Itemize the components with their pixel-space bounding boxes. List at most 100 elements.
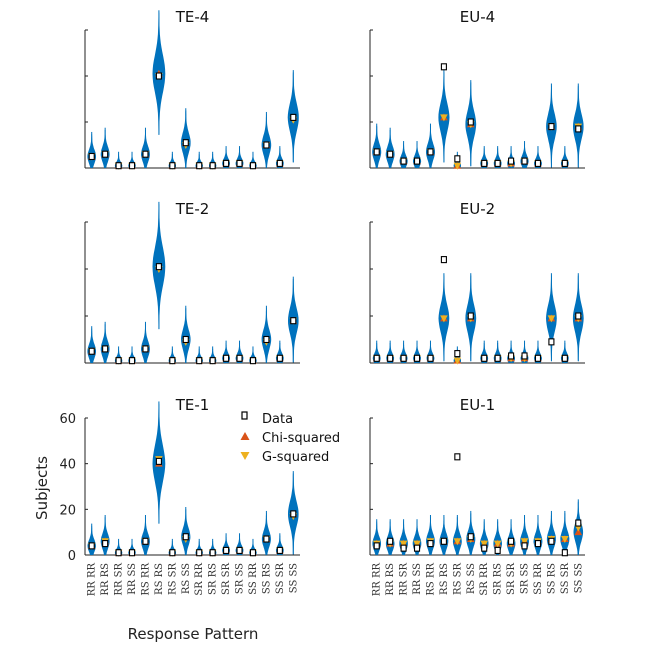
x-tick-label: RS RR	[141, 563, 152, 596]
data-marker	[454, 155, 461, 163]
data-marker	[290, 113, 297, 121]
data-marker	[561, 159, 568, 167]
data-marker	[128, 549, 136, 557]
panel-eu-1: EU-1 RR RR RR RS RR SR RR SS RS RR RS RS RS SR R…	[369, 396, 585, 596]
data-marker	[454, 350, 461, 358]
data-marker	[413, 354, 421, 362]
data-marker	[209, 162, 216, 170]
x-tick-label: SS SS	[288, 563, 299, 593]
data-marker	[209, 357, 216, 365]
x-tick-label: SR SS	[235, 563, 246, 594]
data-marker	[508, 352, 515, 360]
x-tick-label: SR RS	[493, 563, 504, 595]
data-marker	[508, 537, 515, 545]
data-marker	[276, 159, 283, 167]
panel-te-2: TE-2	[84, 200, 300, 365]
data-marker	[115, 549, 122, 557]
data-marker	[196, 162, 203, 170]
g-squared-marker	[399, 540, 408, 548]
data-marker	[236, 159, 243, 167]
data-marker	[400, 354, 407, 362]
x-tick-label: SS SR	[275, 563, 286, 595]
data-marker	[290, 510, 297, 518]
legend-chi-squared-marker	[240, 432, 250, 440]
g-squared-marker	[520, 538, 529, 546]
data-marker	[413, 157, 421, 165]
legend-g-squared-label: G-squared	[262, 450, 329, 465]
data-marker	[88, 152, 95, 161]
x-tick-label: SS SS	[573, 563, 584, 593]
data-marker	[534, 159, 542, 167]
data-marker	[236, 354, 243, 362]
data-marker	[223, 546, 230, 554]
data-marker	[494, 159, 501, 167]
x-tick-label: RS SS	[181, 563, 192, 594]
data-marker	[276, 546, 283, 554]
x-tick-label: SS RS	[261, 563, 272, 594]
data-marker	[508, 157, 515, 165]
data-marker	[494, 546, 501, 554]
data-marker	[481, 159, 488, 167]
g-squared-marker	[453, 538, 462, 546]
x-tick-label: RS SR	[167, 563, 178, 595]
data-marker	[387, 354, 394, 362]
legend-entry-data: Data	[241, 411, 293, 427]
chi-squared-marker	[574, 528, 583, 536]
panel-title-te-2: TE-2	[175, 200, 210, 218]
data-marker	[561, 354, 568, 362]
data-marker	[128, 162, 136, 170]
x-tick-label: RS RS	[154, 563, 165, 595]
g-squared-marker	[480, 540, 489, 548]
data-marker	[249, 549, 257, 557]
data-marker	[413, 544, 421, 552]
data-marker	[427, 540, 434, 548]
data-marker	[373, 542, 380, 550]
data-marker	[223, 354, 230, 362]
g-squared-marker	[440, 315, 448, 323]
panel-title-eu-2: EU-2	[460, 200, 495, 218]
data-marker	[102, 150, 109, 158]
legend-data-marker	[241, 411, 248, 420]
data-marker	[196, 357, 203, 365]
data-marker	[521, 542, 528, 550]
x-tick-label: RS SS	[466, 563, 477, 594]
g-squared-marker	[493, 540, 502, 548]
data-marker	[155, 72, 162, 80]
data-marker	[209, 549, 216, 557]
x-tick-label: RR RS	[385, 563, 396, 596]
panel-title-eu-4: EU-4	[460, 8, 495, 26]
x-tick-label: RR SR	[114, 563, 125, 596]
x-tick-label: SS RR	[533, 563, 544, 595]
g-squared-marker	[561, 536, 569, 544]
data-marker	[182, 139, 189, 147]
data-marker	[223, 159, 230, 167]
panel-title-te-1: TE-1	[175, 396, 210, 414]
data-marker	[102, 345, 109, 353]
data-marker	[534, 540, 542, 548]
data-marker	[440, 537, 447, 545]
data-marker	[142, 150, 149, 158]
data-marker	[155, 263, 162, 271]
data-marker	[521, 352, 528, 360]
x-tick-label: RR SS	[412, 563, 423, 595]
data-marker	[373, 354, 380, 362]
legend: Data Chi-squared G-squared	[240, 411, 340, 465]
data-marker	[400, 544, 407, 552]
panel-te-4: TE-4	[84, 8, 300, 170]
data-marker	[169, 357, 176, 365]
data-marker	[182, 533, 189, 541]
data-marker	[467, 118, 474, 126]
data-marker	[481, 354, 488, 362]
data-marker	[88, 542, 95, 550]
data-marker	[427, 354, 434, 362]
data-marker	[548, 123, 555, 131]
data-marker	[142, 537, 149, 545]
data-marker	[169, 549, 176, 557]
data-marker	[169, 162, 176, 170]
g-squared-marker	[413, 540, 421, 548]
data-marker	[196, 549, 203, 557]
data-marker	[467, 312, 474, 320]
legend-entry-chi-squared: Chi-squared	[240, 431, 340, 446]
x-tick-label: RR RR	[87, 563, 98, 597]
